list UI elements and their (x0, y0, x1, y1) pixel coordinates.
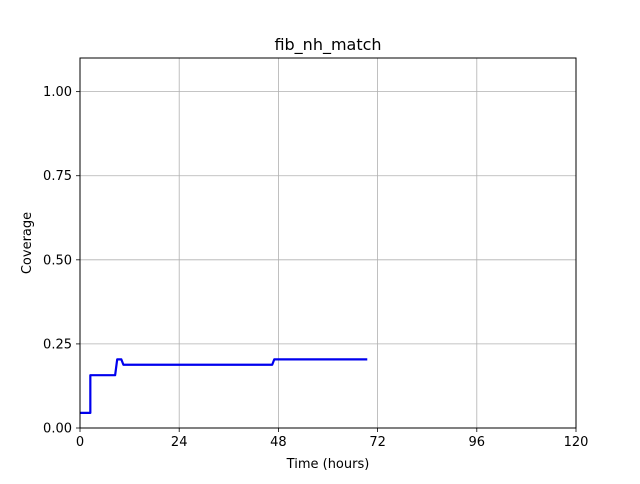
y-tick-label: 1.00 (43, 85, 72, 100)
series-line-0 (80, 358, 368, 414)
y-tick-label: 0.00 (43, 422, 72, 437)
chart-title: fib_nh_match (274, 35, 381, 55)
ticks: 0 24 48 72 96 120 0.00 0.25 0.50 0.75 1.00 (43, 85, 588, 450)
x-tick-label: 120 (564, 435, 589, 450)
x-tick-label: 72 (369, 435, 386, 450)
x-axis-label: Time (hours) (286, 457, 370, 472)
y-tick-label: 0.75 (43, 169, 72, 184)
x-tick-label: 96 (469, 435, 486, 450)
plot-frame (79, 57, 577, 429)
y-tick-label: 0.50 (43, 253, 72, 268)
x-tick-label: 24 (171, 435, 188, 450)
grid (79, 58, 577, 429)
x-tick-label: 0 (76, 435, 84, 450)
x-tick-label: 48 (270, 435, 287, 450)
y-tick-label: 0.25 (43, 337, 72, 352)
y-axis-label: Coverage (20, 212, 35, 274)
series-layer (80, 358, 368, 414)
